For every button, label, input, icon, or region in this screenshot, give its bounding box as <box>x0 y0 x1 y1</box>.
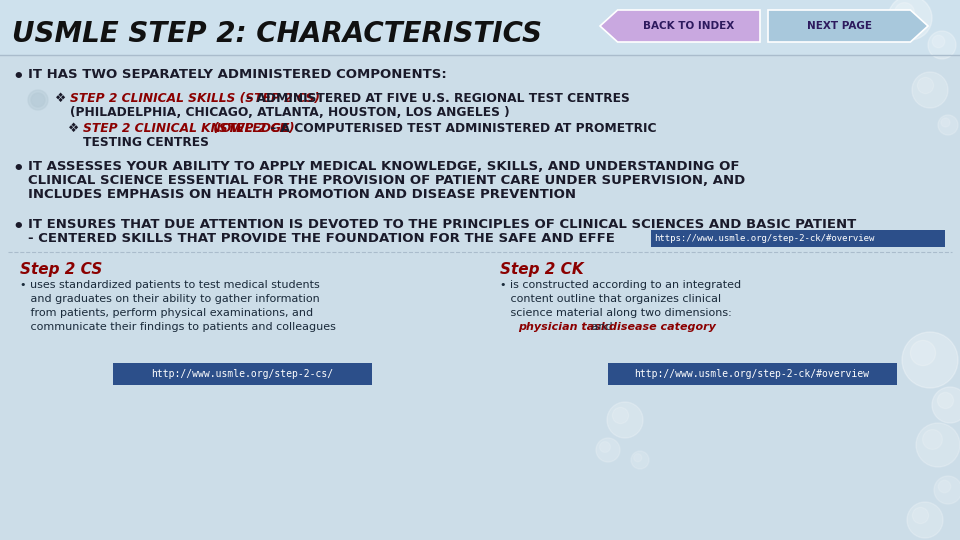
Circle shape <box>902 332 958 388</box>
Circle shape <box>937 393 953 409</box>
FancyBboxPatch shape <box>0 0 960 55</box>
Text: NEXT PAGE: NEXT PAGE <box>806 21 872 31</box>
Text: disease category: disease category <box>609 322 716 332</box>
Circle shape <box>941 118 950 127</box>
Circle shape <box>916 423 960 467</box>
Text: •: • <box>12 218 24 236</box>
Text: and graduates on their ability to gather information: and graduates on their ability to gather… <box>20 294 320 304</box>
Text: TESTING CENTRES: TESTING CENTRES <box>83 136 209 149</box>
Text: (PHILADELPHIA, CHICAGO, ATLANTA, HOUSTON, LOS ANGELES ): (PHILADELPHIA, CHICAGO, ATLANTA, HOUSTON… <box>70 106 510 119</box>
Circle shape <box>631 451 649 469</box>
FancyBboxPatch shape <box>651 230 945 247</box>
Circle shape <box>895 3 914 22</box>
Text: – ADMINISTERED AT FIVE U.S. REGIONAL TEST CENTRES: – ADMINISTERED AT FIVE U.S. REGIONAL TES… <box>242 92 630 105</box>
Text: STEP 2 CLINICAL SKILLS (STEP 2 CS): STEP 2 CLINICAL SKILLS (STEP 2 CS) <box>70 92 320 105</box>
Text: USMLE STEP 2: CHARACTERISTICS: USMLE STEP 2: CHARACTERISTICS <box>12 20 542 48</box>
Text: STEP 2 CLINICAL KNOWLEDGE: STEP 2 CLINICAL KNOWLEDGE <box>83 122 289 135</box>
Text: physician task: physician task <box>518 322 609 332</box>
Circle shape <box>634 454 642 462</box>
Circle shape <box>28 90 48 110</box>
Text: – A COMPUTERISED TEST ADMINISTERED AT PROMETRIC: – A COMPUTERISED TEST ADMINISTERED AT PR… <box>266 122 656 135</box>
Circle shape <box>600 442 611 453</box>
Text: INCLUDES EMPHASIS ON HEALTH PROMOTION AND DISEASE PREVENTION: INCLUDES EMPHASIS ON HEALTH PROMOTION AN… <box>28 188 576 201</box>
Circle shape <box>596 438 620 462</box>
Circle shape <box>907 502 943 538</box>
Polygon shape <box>768 10 928 42</box>
Text: •: • <box>12 68 24 86</box>
Text: (STEP 2 CK): (STEP 2 CK) <box>209 122 295 135</box>
FancyBboxPatch shape <box>113 363 372 385</box>
Text: science material along two dimensions:: science material along two dimensions: <box>500 308 732 318</box>
Text: Step 2 CS: Step 2 CS <box>20 262 103 277</box>
Text: http://www.usmle.org/step-2-ck/#overview: http://www.usmle.org/step-2-ck/#overview <box>635 369 870 379</box>
Text: • uses standardized patients to test medical students: • uses standardized patients to test med… <box>20 280 320 290</box>
Text: from patients, perform physical examinations, and: from patients, perform physical examinat… <box>20 308 313 318</box>
Circle shape <box>912 508 928 524</box>
Text: IT ENSURES THAT DUE ATTENTION IS DEVOTED TO THE PRINCIPLES OF CLINICAL SCIENCES : IT ENSURES THAT DUE ATTENTION IS DEVOTED… <box>28 218 856 231</box>
Text: https://www.usmle.org/step-2-ck/#overview: https://www.usmle.org/step-2-ck/#overvie… <box>654 234 875 243</box>
Text: - CENTERED SKILLS THAT PROVIDE THE FOUNDATION FOR THE SAFE AND EFFE: - CENTERED SKILLS THAT PROVIDE THE FOUND… <box>28 232 614 245</box>
Text: IT ASSESSES YOUR ABILITY TO APPLY MEDICAL KNOWLEDGE, SKILLS, AND UNDERSTANDING O: IT ASSESSES YOUR ABILITY TO APPLY MEDICA… <box>28 160 739 173</box>
Text: ❖: ❖ <box>55 92 66 105</box>
Text: BACK TO INDEX: BACK TO INDEX <box>643 21 734 31</box>
Circle shape <box>918 77 933 93</box>
FancyBboxPatch shape <box>608 363 897 385</box>
Text: •: • <box>12 160 24 178</box>
Circle shape <box>938 115 958 135</box>
Text: ❖: ❖ <box>68 122 80 135</box>
Circle shape <box>912 72 948 108</box>
Text: Step 2 CK: Step 2 CK <box>500 262 584 277</box>
Circle shape <box>934 476 960 504</box>
Circle shape <box>31 93 45 107</box>
Text: IT HAS TWO SEPARATELY ADMINISTERED COMPONENTS:: IT HAS TWO SEPARATELY ADMINISTERED COMPO… <box>28 68 446 81</box>
Circle shape <box>910 340 936 366</box>
Text: • is constructed according to an integrated: • is constructed according to an integra… <box>500 280 741 290</box>
Circle shape <box>938 480 950 493</box>
Circle shape <box>932 35 945 48</box>
Text: and: and <box>588 322 616 332</box>
Circle shape <box>923 430 943 449</box>
Circle shape <box>607 402 643 438</box>
Circle shape <box>612 407 629 423</box>
Circle shape <box>928 31 956 59</box>
Circle shape <box>932 387 960 423</box>
Text: CLINICAL SCIENCE ESSENTIAL FOR THE PROVISION OF PATIENT CARE UNDER SUPERVISION, : CLINICAL SCIENCE ESSENTIAL FOR THE PROVI… <box>28 174 745 187</box>
Polygon shape <box>600 10 760 42</box>
Circle shape <box>888 0 932 40</box>
Text: content outline that organizes clinical: content outline that organizes clinical <box>500 294 721 304</box>
Text: http://www.usmle.org/step-2-cs/: http://www.usmle.org/step-2-cs/ <box>151 369 333 379</box>
Text: communicate their findings to patients and colleagues: communicate their findings to patients a… <box>20 322 336 332</box>
